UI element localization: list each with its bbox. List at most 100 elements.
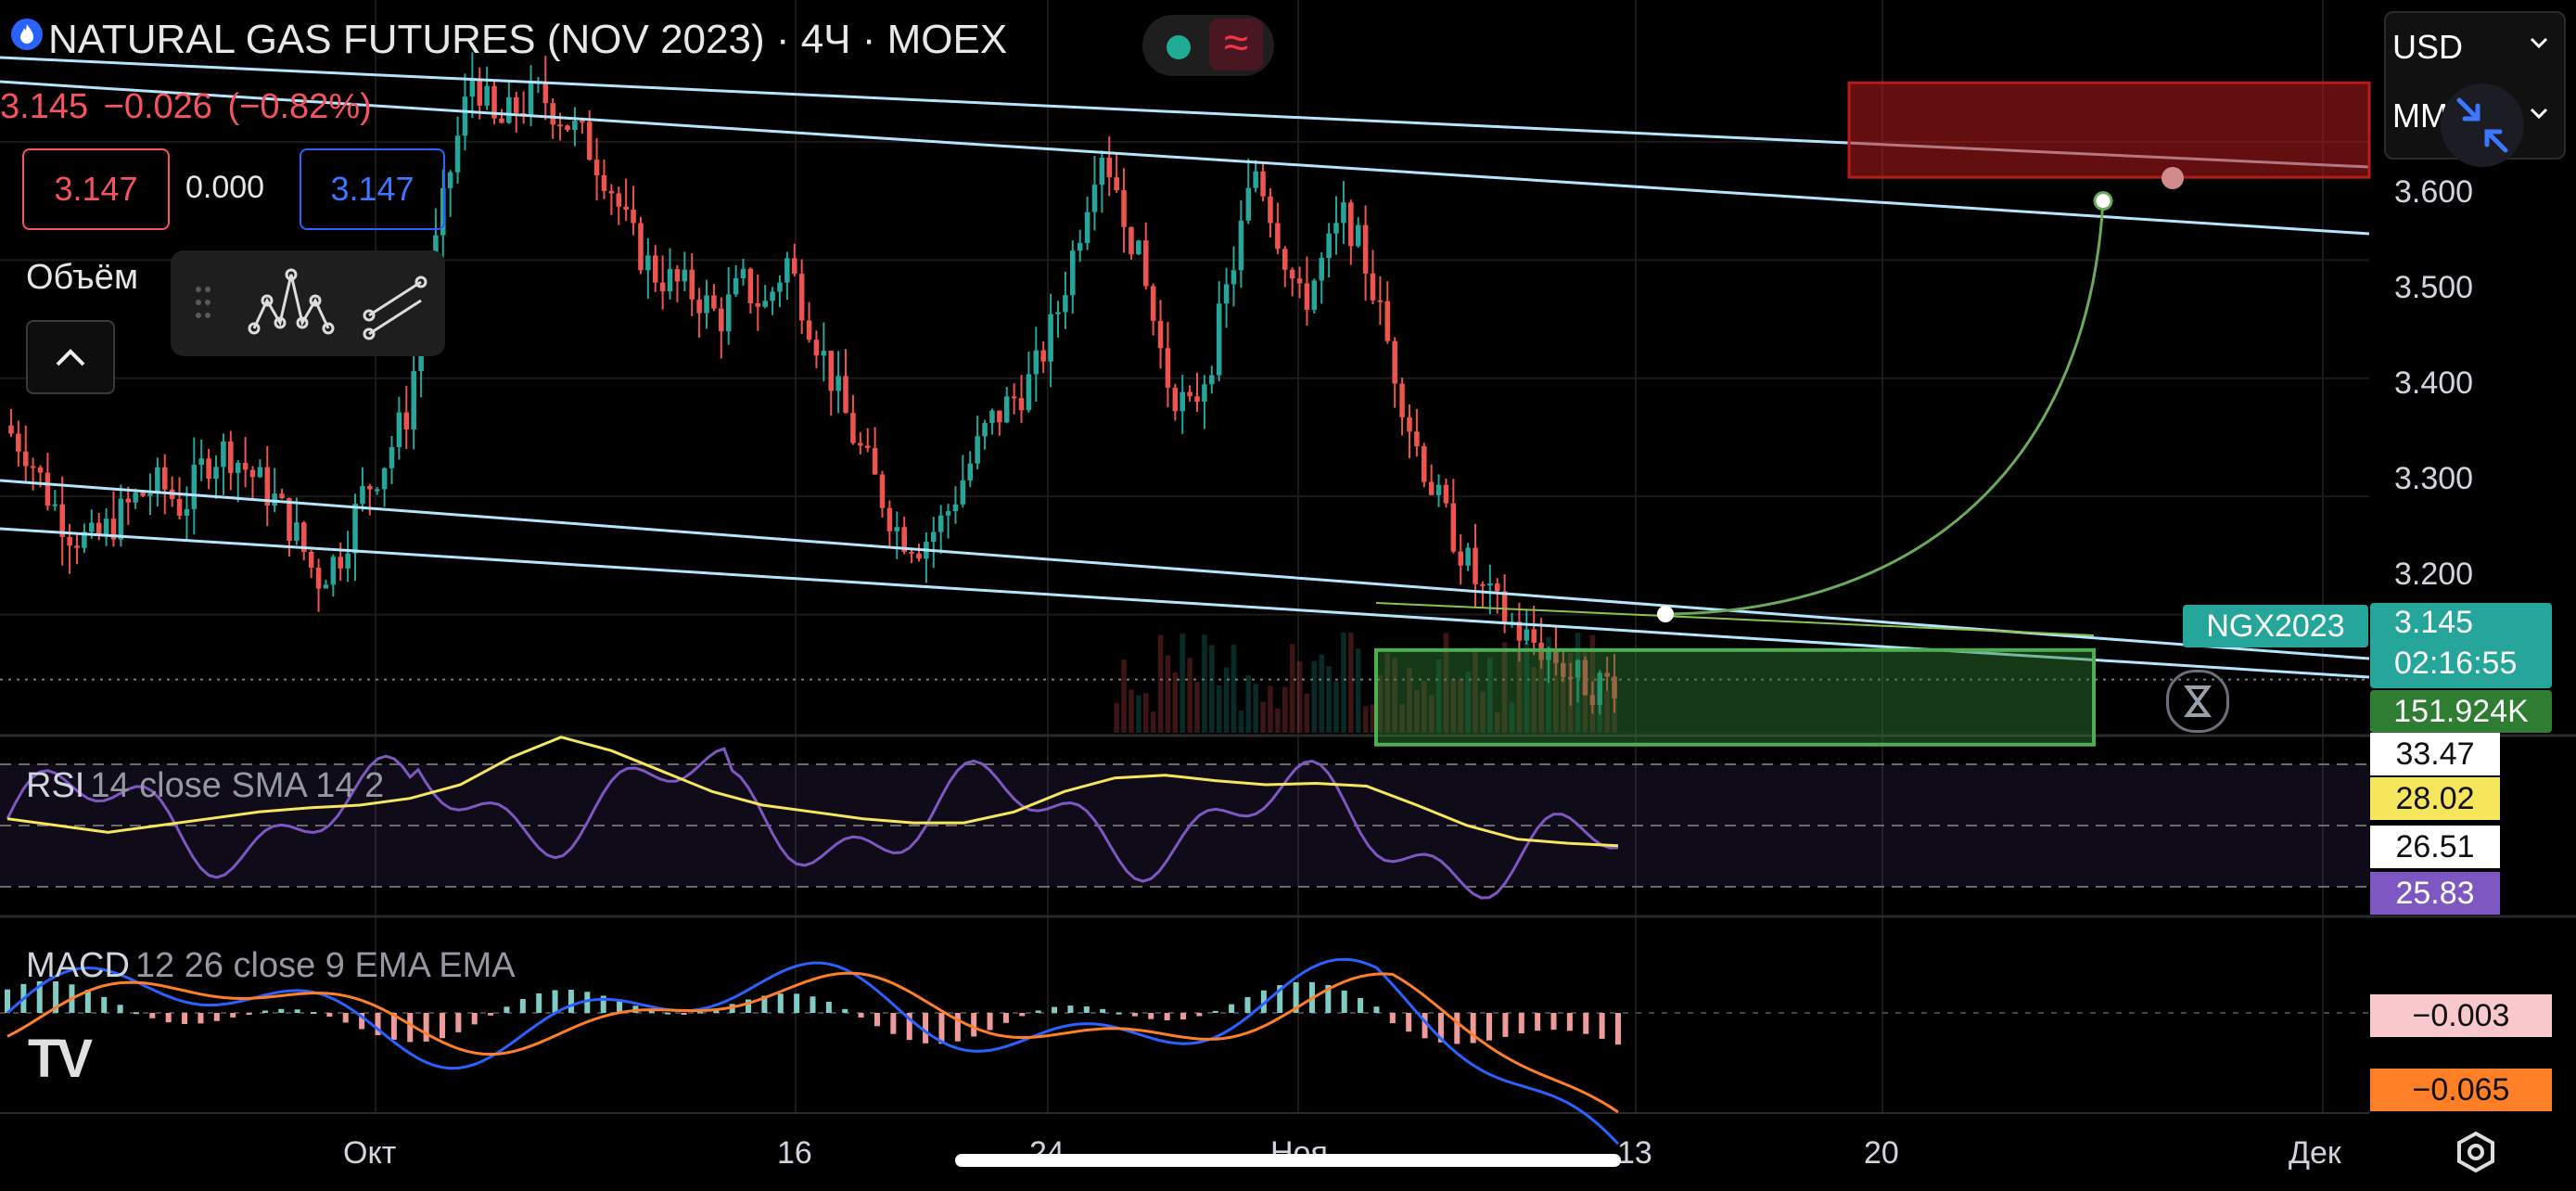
candle xyxy=(550,103,555,125)
candle xyxy=(1114,177,1119,191)
candle xyxy=(315,567,322,589)
candle xyxy=(228,441,234,473)
candle xyxy=(140,493,146,496)
symbol-title[interactable]: NATURAL GAS FUTURES (NOV 2023) · 4Ч · MO… xyxy=(48,17,1008,62)
candle xyxy=(879,474,886,508)
candle xyxy=(1480,583,1486,586)
macd-histogram-bar xyxy=(390,1013,397,1040)
price-tick: 3.500 xyxy=(2394,270,2474,305)
volume-bar xyxy=(1223,667,1230,733)
candle xyxy=(1055,312,1061,314)
macd-histogram-bar xyxy=(1100,1008,1106,1013)
candle xyxy=(1275,223,1281,250)
candle xyxy=(586,122,593,160)
candle xyxy=(469,78,476,97)
macd-histogram-bar xyxy=(1019,1013,1026,1017)
candle xyxy=(813,339,820,356)
candle xyxy=(1465,547,1471,566)
candle xyxy=(1070,250,1076,296)
candle xyxy=(784,258,790,283)
macd-histogram-bar xyxy=(294,1009,300,1013)
candle xyxy=(1282,249,1288,270)
chart-drawings xyxy=(0,56,2371,747)
candle xyxy=(682,269,688,282)
candle xyxy=(608,190,615,194)
replay-button[interactable] xyxy=(2166,670,2229,733)
candle xyxy=(242,462,249,470)
volume-bar xyxy=(1465,672,1471,733)
candle xyxy=(264,467,271,506)
macd-histogram-bar xyxy=(923,1013,929,1044)
macd-params: 12 26 close 9 EMA EMA xyxy=(134,946,516,985)
candle xyxy=(1458,551,1464,566)
drag-handle-icon[interactable] xyxy=(196,287,210,318)
candle xyxy=(652,255,658,283)
wave-icon[interactable]: ≈ xyxy=(1209,19,1263,70)
candle xyxy=(616,193,622,207)
candle xyxy=(659,282,666,292)
volume-label[interactable]: Объём xyxy=(26,258,139,297)
sell-button[interactable]: 3.147 xyxy=(22,148,170,230)
chevron-down-icon xyxy=(2530,108,2548,120)
macd-histogram-bar xyxy=(359,1013,365,1030)
macd-histogram-bar xyxy=(488,1013,494,1016)
candle xyxy=(301,522,307,552)
macd-histogram-bar xyxy=(213,1013,220,1021)
volume-bar xyxy=(1157,634,1164,733)
home-indicator[interactable] xyxy=(955,1154,1621,1167)
rsi-label[interactable]: RSI 14 close SMA 14 2 xyxy=(26,766,384,806)
volume-bar xyxy=(1333,681,1339,733)
candle xyxy=(221,441,226,467)
macd-histogram-bar xyxy=(858,1013,864,1018)
pattern-tool-icon[interactable] xyxy=(248,268,335,335)
unit-select[interactable]: MM xyxy=(2392,96,2448,134)
macd-signal-value: −0.065 xyxy=(2370,1069,2552,1111)
flame-logo-icon xyxy=(11,19,43,50)
volume-bar xyxy=(1473,647,1478,733)
volume-bar xyxy=(1172,672,1179,733)
buy-button[interactable]: 3.147 xyxy=(300,148,445,230)
candle xyxy=(125,498,132,503)
chart-settings-button[interactable] xyxy=(2454,1130,2498,1179)
last-price-badge: 3.145 02:16:55 xyxy=(2370,603,2552,688)
candle xyxy=(462,96,468,136)
candle xyxy=(843,376,848,414)
macd-histogram-bar xyxy=(375,1013,381,1035)
candle xyxy=(982,422,988,437)
candle xyxy=(272,493,277,506)
currency-select[interactable]: USD xyxy=(2392,28,2464,66)
macd-histogram-bar xyxy=(1148,1013,1154,1019)
macd-histogram-bar xyxy=(648,1009,655,1013)
macd-histogram-bar xyxy=(1518,1013,1524,1034)
candle xyxy=(1443,484,1449,504)
candle xyxy=(198,458,204,466)
volume-bar xyxy=(1399,704,1405,733)
candle xyxy=(1582,660,1588,696)
macd-histogram-bar xyxy=(165,1013,172,1023)
candle xyxy=(777,282,783,292)
collapse-chart-button[interactable] xyxy=(2441,83,2524,167)
candle xyxy=(279,493,285,499)
volume-bar xyxy=(1129,689,1134,733)
macd-histogram-bar xyxy=(761,995,768,1013)
candle xyxy=(960,480,966,505)
collapse-indicators-button[interactable] xyxy=(26,320,115,394)
candle xyxy=(440,187,446,236)
volume-bar xyxy=(1319,654,1324,733)
macd-histogram-bar xyxy=(1212,1010,1218,1013)
macd-label[interactable]: MACD 12 26 close 9 EMA EMA xyxy=(26,946,516,986)
macd-histogram-bar xyxy=(117,1005,123,1013)
volume-bar xyxy=(1216,685,1222,733)
candle xyxy=(16,433,21,452)
candle xyxy=(191,465,198,509)
candle xyxy=(1604,672,1610,677)
candle xyxy=(762,301,768,307)
candle xyxy=(484,85,490,106)
candle xyxy=(1546,649,1551,660)
volume-bar xyxy=(1384,653,1391,733)
trend-channel-line xyxy=(0,527,2370,679)
channel-tool-icon[interactable] xyxy=(363,275,427,340)
macd-histogram-bar xyxy=(407,1013,414,1043)
candle xyxy=(1422,446,1427,482)
